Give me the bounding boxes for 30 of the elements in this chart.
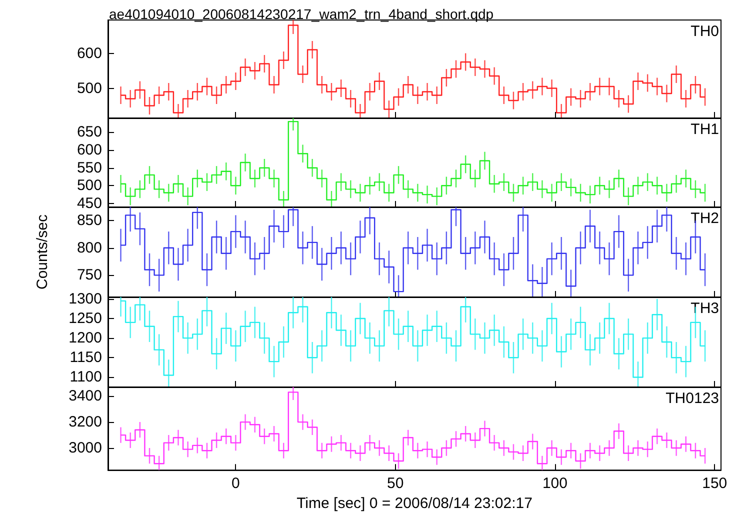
y-tick-label: 1100 — [70, 368, 102, 386]
x-tick-label: 100 — [542, 475, 568, 492]
annotation: TH2 — [690, 210, 720, 227]
y-tick-label: 3000 — [68, 440, 102, 457]
x-axis-title: Time [sec] 0 = 2006/08/14 23:02:17 — [296, 495, 532, 512]
y-axis-title: Counts/sec — [34, 214, 51, 290]
y-tick-label: 1250 — [68, 310, 102, 328]
y-tick-label: 600 — [76, 142, 102, 159]
y-tick-label: 500 — [76, 80, 102, 97]
y-tick-label: 3400 — [68, 388, 102, 405]
annotation: TH1 — [690, 121, 720, 138]
y-tick-label: 1150 — [70, 349, 102, 366]
annotation: TH3 — [690, 300, 720, 317]
y-tick-label: 1300 — [68, 290, 102, 308]
y-tick-label: 3200 — [68, 414, 102, 431]
y-tick-label: 450 — [76, 194, 102, 212]
x-tick-label: 0 — [232, 475, 240, 492]
x-tick-label: 50 — [387, 475, 404, 492]
y-tick-label: 650 — [76, 124, 102, 141]
chart-title: ae401094010_20060814230217_wam2_trn_4band_short.qdp — [109, 6, 494, 22]
y-tick-label: 600 — [76, 44, 102, 62]
y-tick-label: 500 — [76, 177, 102, 194]
y-tick-label: 800 — [76, 239, 102, 256]
y-tick-label: 750 — [76, 266, 102, 284]
y-tick-label: 1200 — [68, 330, 102, 347]
y-tick-label: 550 — [76, 159, 102, 176]
annotation: TH0123 — [666, 390, 720, 407]
x-tick-label: 150 — [702, 475, 728, 492]
y-tick-label: 850 — [76, 212, 102, 230]
annotation: TH0 — [690, 23, 720, 40]
